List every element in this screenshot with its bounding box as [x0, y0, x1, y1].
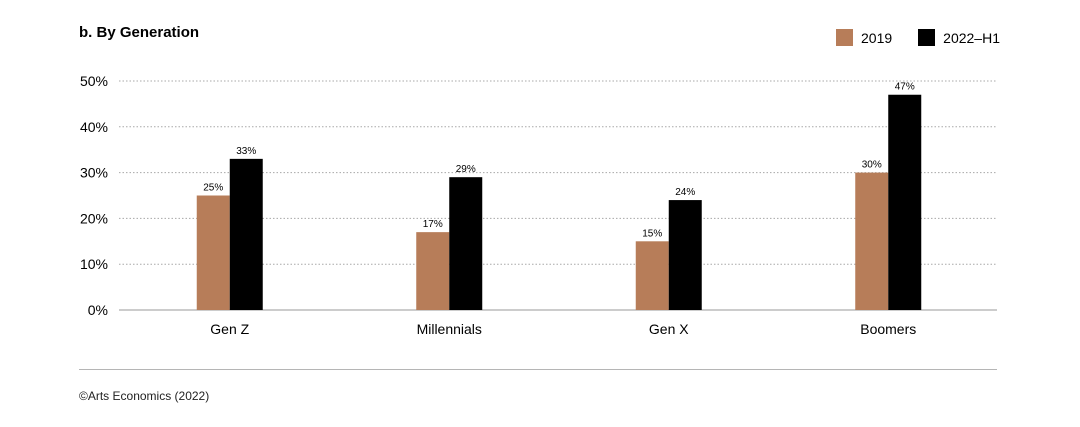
data-label: 17% — [423, 219, 443, 230]
bar — [668, 200, 702, 310]
legend-item-2019: 2019 — [836, 29, 892, 46]
bar — [416, 232, 450, 310]
x-axis: Gen Z Millennials Gen X Boomers — [210, 321, 916, 337]
y-tick-label: 20% — [80, 210, 108, 226]
y-tick-label: 30% — [80, 165, 108, 181]
y-axis: 0% 10% 20% 30% 40% 50% — [80, 73, 108, 318]
legend-label-2022-h1: 2022–H1 — [943, 29, 1000, 46]
bar — [229, 158, 263, 310]
bars — [196, 94, 922, 311]
y-tick-label: 40% — [80, 119, 108, 135]
data-label: 47% — [895, 82, 915, 93]
data-label: 15% — [642, 228, 662, 239]
y-tick-label: 0% — [88, 302, 108, 318]
legend-label-2019: 2019 — [861, 29, 893, 46]
bar — [196, 195, 230, 310]
legend: 2019 2022–H1 — [836, 29, 1000, 46]
data-label: 25% — [203, 183, 223, 194]
legend-swatch-2019 — [836, 29, 853, 46]
footer-divider — [79, 369, 997, 370]
data-label: 29% — [456, 164, 476, 175]
chart-title: b. By Generation — [79, 24, 200, 41]
grid-lines — [119, 80, 997, 311]
x-tick-label: Boomers — [860, 321, 916, 337]
data-labels: 25% 33% 17% 29% 15% 24% 30% 47% — [203, 82, 915, 240]
y-tick-label: 10% — [80, 256, 108, 272]
bar — [449, 177, 483, 310]
bar — [635, 241, 669, 310]
data-label: 30% — [862, 160, 882, 171]
data-label: 33% — [236, 146, 256, 157]
bar — [888, 94, 922, 311]
bar — [855, 172, 889, 310]
x-tick-label: Gen Z — [210, 321, 249, 337]
y-tick-label: 50% — [80, 73, 108, 89]
data-label: 24% — [675, 187, 695, 198]
x-tick-label: Millennials — [417, 321, 482, 337]
legend-item-2022-h1: 2022–H1 — [918, 29, 1000, 46]
legend-swatch-2022-h1 — [918, 29, 936, 46]
x-tick-label: Gen X — [649, 321, 689, 337]
source-note: ©Arts Economics (2022) — [79, 389, 210, 403]
